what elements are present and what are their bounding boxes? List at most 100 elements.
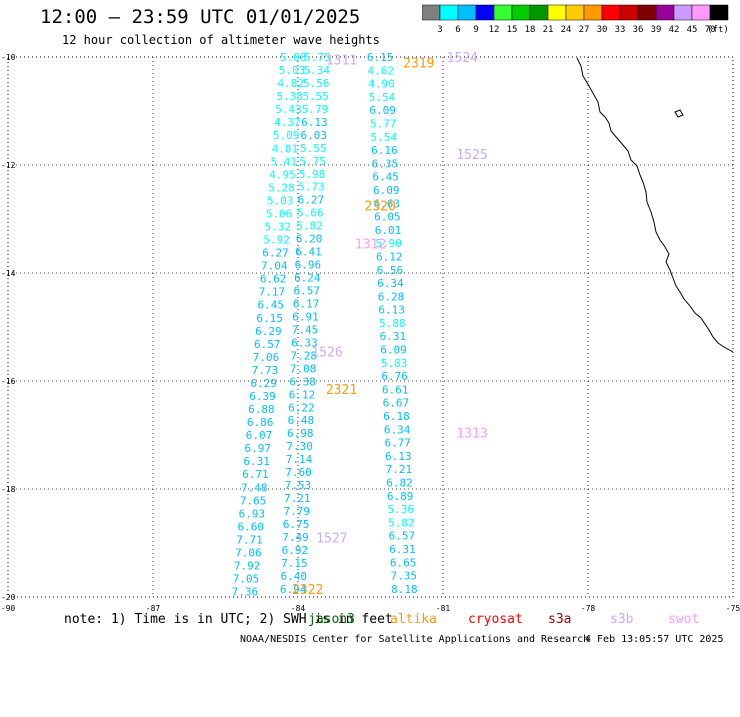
lat-label: -20 <box>1 593 16 602</box>
wave-height-value: 7.15 <box>281 557 308 570</box>
wave-height-value: 6.27 <box>298 194 325 207</box>
color-scale-label: 6 <box>455 25 460 34</box>
wave-height-value: 6.88 <box>248 403 275 416</box>
wave-height-value: 6.45 <box>258 299 285 312</box>
wave-height-value: 7.04 <box>261 260 288 273</box>
wave-height-value: 7.30 <box>286 440 313 453</box>
color-scale-label: 3 <box>437 25 442 34</box>
lon-label: -90 <box>1 604 16 613</box>
wave-height-value: 7.17 <box>259 286 286 299</box>
wave-height-value: 6.09 <box>373 184 400 197</box>
pass-label: 1527 <box>316 532 347 547</box>
lat-lon-grid: -90 -87 -84 -81 -78 -75-10-12-14-16-18-20 <box>1 53 740 613</box>
satellite-legend: jason3 altika cryosat s3a s3b swot <box>308 612 699 717</box>
wave-height-value: 5.92 <box>263 234 290 247</box>
wave-height-value: 7.53 <box>285 479 312 492</box>
wave-height-value: 7.28 <box>291 349 318 362</box>
wave-height-value: 6.60 <box>237 520 264 533</box>
wave-height-value: 6.71 <box>242 468 269 481</box>
wave-height-value: 6.31 <box>389 543 416 556</box>
wave-height-value: 6.34 <box>384 423 411 436</box>
legend-swot: swot <box>668 612 700 627</box>
wave-height-value: 6.05 <box>374 211 401 224</box>
lat-label: -18 <box>1 485 16 494</box>
wave-height-value: 7.21 <box>386 463 413 476</box>
wave-height-value: 5.56 <box>303 77 330 90</box>
color-scale-label: 45 <box>687 25 698 34</box>
lat-label: -16 <box>1 377 16 386</box>
wave-height-value: 7.45 <box>292 323 319 336</box>
wave-height-value: 7.60 <box>285 466 312 479</box>
wave-height-value: 6.15 <box>367 51 394 64</box>
color-scale-label: 39 <box>651 25 662 34</box>
color-scale-legend: 3 6 9 12 15 18 21 24 27 30 33 36 39 42 45 70(ft) <box>422 4 729 34</box>
island-outline <box>674 109 684 118</box>
wave-height-value: 6.94 <box>280 583 307 596</box>
wave-height-value: 7.79 <box>283 505 310 518</box>
pass-labels: 1311 2319 1524 1525 2320 1312 1526 2321 1313 1527… <box>292 51 488 598</box>
wave-height-value: 6.12 <box>289 388 316 401</box>
wave-height-value: 5.36 <box>387 503 414 516</box>
wave-height-value: 7.21 <box>284 492 311 505</box>
wave-height-value: 5.03 <box>267 194 294 207</box>
pass-label: 1312 <box>355 237 386 252</box>
wave-height-value: 6.40 <box>281 570 308 583</box>
wave-height-value: 5.32 <box>265 221 292 234</box>
wave-height-value: 6.91 <box>292 310 319 323</box>
wave-height-value: 4.81 <box>272 142 299 155</box>
wave-height-value: 6.24 <box>294 272 321 285</box>
legend-jason3: jason3 <box>308 612 355 627</box>
wave-height-value: 6.34 <box>377 277 404 290</box>
pass-label: 2322 <box>292 583 323 598</box>
wave-height-value: 6.31 <box>243 455 270 468</box>
wave-height-value: 5.75 <box>304 51 331 64</box>
legend-altika: altika <box>390 612 437 627</box>
map-frame <box>7 56 734 598</box>
wave-height-value: 7.92 <box>234 560 261 573</box>
wave-height-map: -90 -87 -84 -81 -78 -75-10-12-14-16-18-20 5.0… <box>1 51 740 613</box>
pass-label: 2321 <box>326 383 357 398</box>
color-swatch <box>709 4 729 21</box>
pass-label: 1311 <box>326 54 357 69</box>
wave-height-value: 5.54 <box>371 131 398 144</box>
note-text: note: 1) Time is in UTC; 2) SWH is in fe… <box>64 612 393 627</box>
color-scale-label: 9 <box>473 25 478 34</box>
wave-height-value: 5.73 <box>298 181 325 194</box>
color-scale-label: 30 <box>597 25 608 34</box>
coastline <box>576 57 734 353</box>
wave-height-value: 4.82 <box>278 77 305 90</box>
color-scale-label: 15 <box>507 25 518 34</box>
wave-height-value: 6.39 <box>249 390 276 403</box>
wave-height-value: 8.18 <box>391 583 418 596</box>
wave-height-value: 6.13 <box>385 450 412 463</box>
wave-height-value: 5.88 <box>379 317 406 330</box>
wave-height-value: 5.08 <box>280 51 307 64</box>
wave-height-value: 7.35 <box>390 570 417 583</box>
wave-height-value: 5.55 <box>300 142 327 155</box>
wave-height-value: 5.41 <box>270 155 297 168</box>
wave-height-value: 6.77 <box>384 437 411 450</box>
wave-height-value: 6.29 <box>250 377 277 390</box>
wave-height-value: 6.65 <box>390 556 417 569</box>
wave-height-value: 6.67 <box>383 397 410 410</box>
pass-label: 2319 <box>403 56 434 71</box>
legend-cryosat: cryosat <box>468 612 523 627</box>
wave-height-value: 7.36 <box>232 586 259 599</box>
wave-height-value: 6.57 <box>293 285 320 298</box>
wave-height-value: 6.75 <box>283 518 310 531</box>
color-scale-label: 36 <box>633 25 644 34</box>
lon-label: -87 <box>146 604 161 613</box>
wave-height-value: 6.01 <box>375 224 402 237</box>
lon-label: -81 <box>436 604 451 613</box>
pass-label: 1526 <box>311 345 342 360</box>
color-scale-label: 33 <box>615 25 626 34</box>
wave-height-value: 6.98 <box>287 427 314 440</box>
lat-label: -14 <box>1 269 16 278</box>
wave-height-value: 7.49 <box>282 531 309 544</box>
wave-height-value: 6.09 <box>380 344 407 357</box>
pass-label: 1524 <box>447 51 478 66</box>
color-scale-label: 21 <box>543 25 554 34</box>
wave-height-value: 5.82 <box>388 516 415 529</box>
wave-height-value: 6.57 <box>389 530 416 543</box>
wave-height-value: 5.83 <box>381 357 408 370</box>
